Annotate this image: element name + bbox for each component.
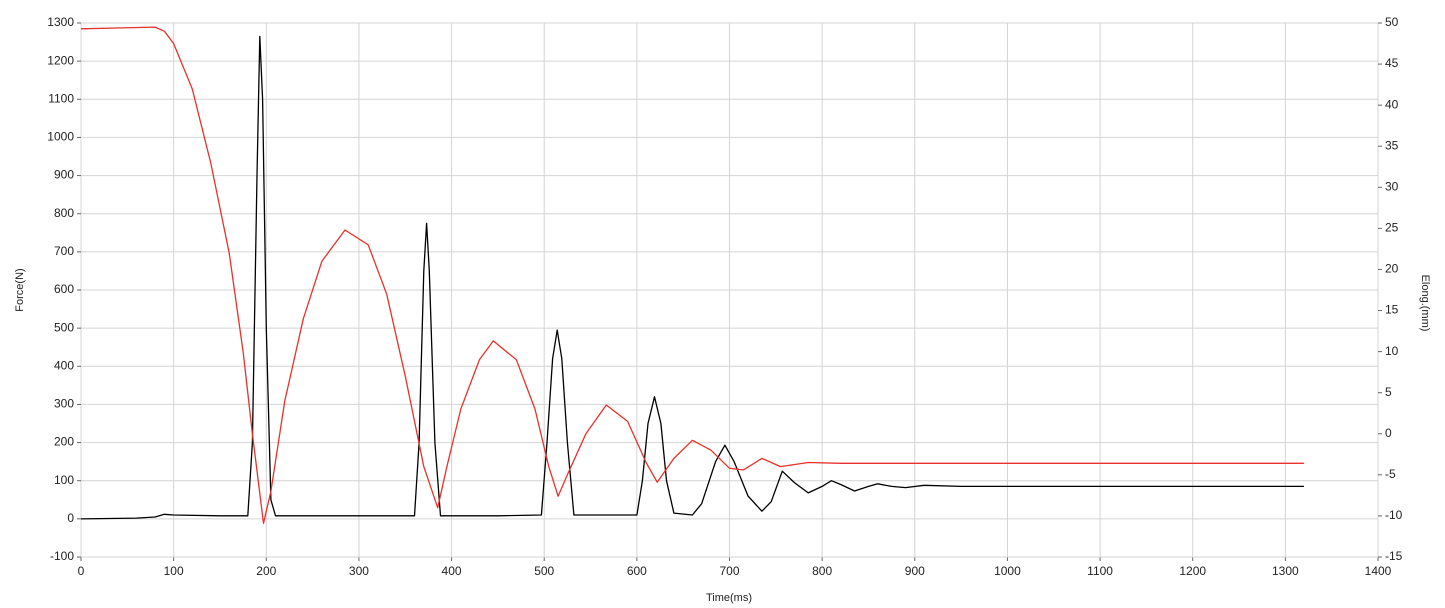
x-tick-label: 0 bbox=[78, 564, 85, 578]
x-tick-label: 800 bbox=[812, 564, 832, 578]
x-tick-label: 1000 bbox=[994, 564, 1021, 578]
y2-tick-label: 5 bbox=[1385, 385, 1392, 399]
y2-tick-label: 15 bbox=[1385, 303, 1399, 317]
y2-tick-label: 0 bbox=[1385, 426, 1392, 440]
x-tick-label: 1300 bbox=[1272, 564, 1299, 578]
y-tick-label: 1000 bbox=[47, 130, 74, 144]
y2-axis-label: Elong.(mm) bbox=[1419, 275, 1431, 332]
x-tick-label: 600 bbox=[627, 564, 647, 578]
y2-tick-label: 30 bbox=[1385, 179, 1399, 193]
x-tick-label: 200 bbox=[256, 564, 276, 578]
y2-tick-label: -10 bbox=[1385, 508, 1403, 522]
y-tick-label: 100 bbox=[54, 473, 74, 487]
y2-tick-label: 20 bbox=[1385, 262, 1399, 276]
y2-tick-label: 35 bbox=[1385, 138, 1399, 152]
series-line bbox=[80, 26, 1304, 524]
y2-tick-label: 25 bbox=[1385, 221, 1399, 235]
x-tick-label: 1200 bbox=[1179, 564, 1206, 578]
y-tick-label: 200 bbox=[54, 435, 74, 449]
y2-tick-label: -15 bbox=[1385, 549, 1403, 563]
x-tick-label: 100 bbox=[164, 564, 184, 578]
x-tick-label: 700 bbox=[719, 564, 739, 578]
x-tick-label: 500 bbox=[534, 564, 554, 578]
y2-tick-label: 40 bbox=[1385, 97, 1399, 111]
x-tick-label: 300 bbox=[349, 564, 369, 578]
x-tick-label: 900 bbox=[905, 564, 925, 578]
y-tick-label: 600 bbox=[54, 282, 74, 296]
y-tick-label: 500 bbox=[54, 320, 74, 334]
y2-tick-label: 10 bbox=[1385, 344, 1399, 358]
x-axis-label: Time(ms) bbox=[706, 592, 752, 604]
y-tick-label: 300 bbox=[54, 397, 74, 411]
y-axis-label: Force(N) bbox=[14, 268, 26, 311]
y-tick-label: 400 bbox=[54, 358, 74, 372]
y-tick-label: 0 bbox=[67, 511, 74, 525]
x-tick-label: 400 bbox=[442, 564, 462, 578]
y2-tick-label: 45 bbox=[1385, 56, 1399, 70]
y2-tick-label: 50 bbox=[1385, 15, 1399, 29]
y-tick-label: 1300 bbox=[47, 15, 74, 29]
y-tick-label: 1200 bbox=[47, 53, 74, 67]
y-tick-label: -100 bbox=[50, 549, 74, 563]
y2-tick-label: -5 bbox=[1385, 467, 1396, 481]
y-tick-label: 800 bbox=[54, 206, 74, 220]
x-tick-label: 1400 bbox=[1365, 564, 1392, 578]
y-tick-label: 1100 bbox=[48, 91, 74, 105]
y-tick-label: 900 bbox=[54, 168, 74, 182]
y-tick-label: 700 bbox=[54, 244, 74, 258]
x-tick-label: 1100 bbox=[1087, 564, 1113, 578]
series-line bbox=[80, 35, 1304, 520]
